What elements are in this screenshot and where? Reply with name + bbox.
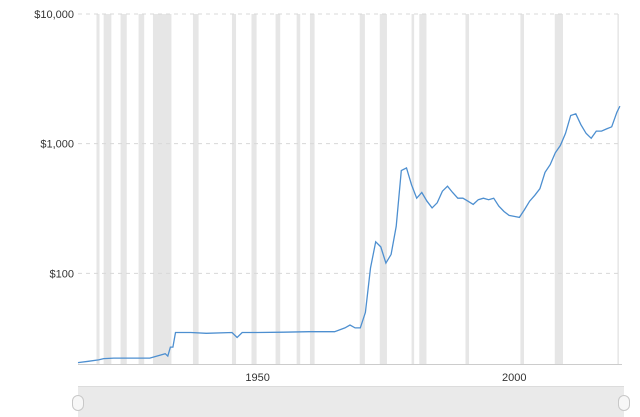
recession-band-4	[152, 14, 172, 364]
recession-band-17	[554, 14, 563, 364]
recession-band-8	[275, 14, 281, 364]
recession-band-15	[465, 14, 470, 364]
navigator-right-handle[interactable]	[618, 395, 630, 411]
recession-band-7	[251, 14, 257, 364]
recession-band-6	[231, 14, 237, 364]
horizontal-gridlines	[78, 13, 622, 274]
recession-band-18	[617, 14, 619, 364]
recession-band-2	[120, 14, 127, 364]
series-line[interactable]	[77, 105, 621, 364]
x-axis-ticks: 1950 2000	[245, 372, 526, 384]
recession-band-0	[96, 14, 100, 364]
recession-bands	[96, 14, 619, 364]
x-tick-label: 2000	[502, 372, 526, 384]
y-tick-label: $100	[50, 268, 74, 280]
y-tick-label: $10,000	[34, 9, 74, 21]
recession-band-14	[419, 14, 427, 364]
recession-band-5	[192, 14, 199, 364]
recession-band-3	[138, 14, 145, 364]
range-navigator[interactable]	[72, 386, 630, 417]
recession-band-16	[520, 14, 524, 364]
recession-band-11	[359, 14, 365, 364]
navigator-left-handle[interactable]	[72, 395, 84, 411]
recession-band-1	[103, 14, 112, 364]
y-axis-ticks: $100 $1,000 $10,000	[34, 9, 74, 280]
recession-band-12	[379, 14, 387, 364]
recession-band-10	[309, 14, 315, 364]
x-tick-label: 1950	[245, 372, 269, 384]
recession-band-9	[296, 14, 301, 364]
y-tick-label: $1,000	[40, 139, 74, 151]
